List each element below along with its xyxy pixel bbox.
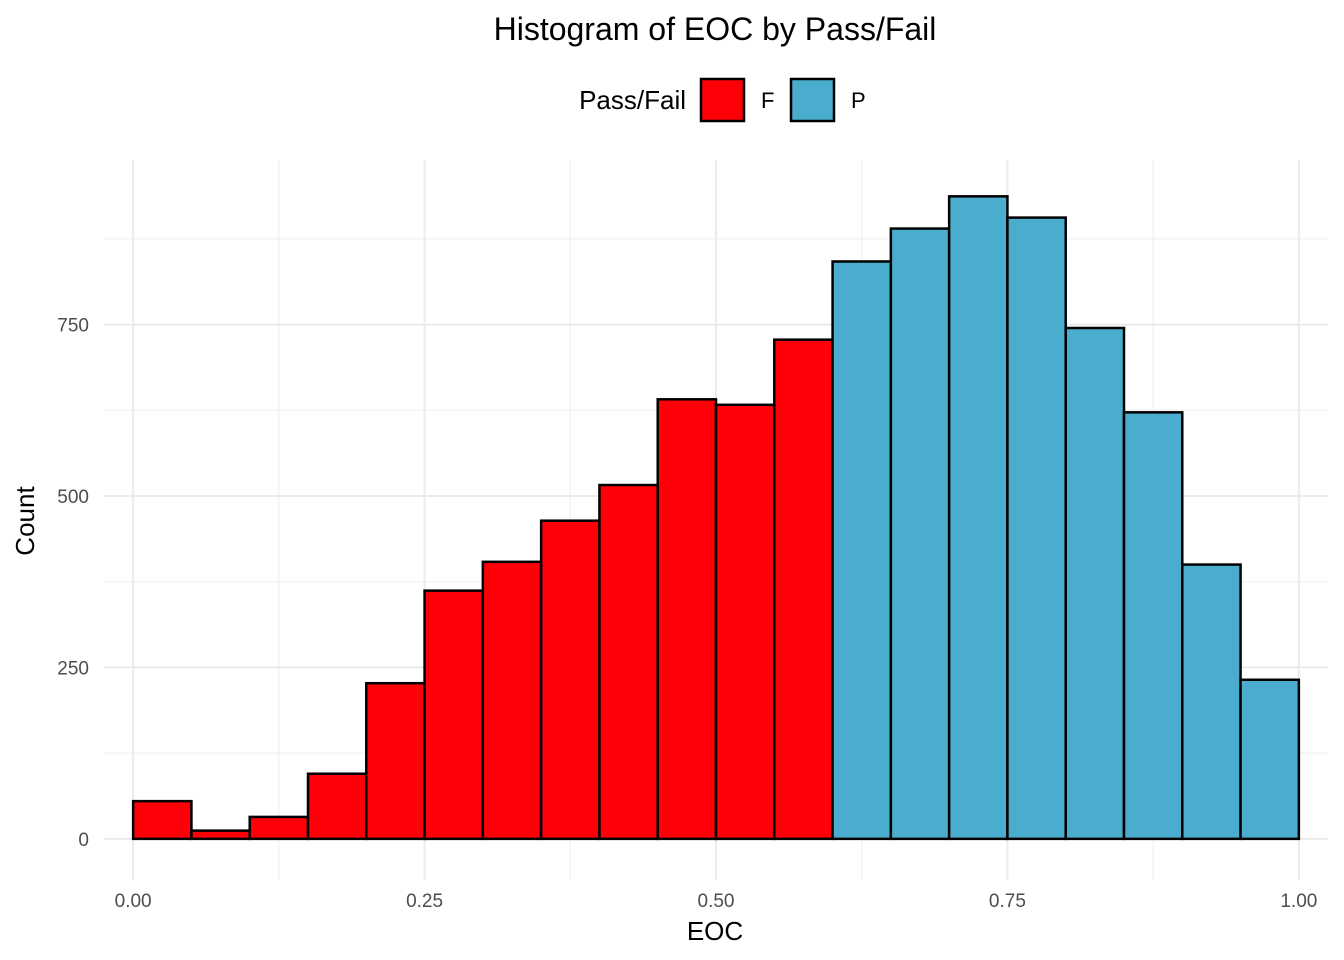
bar-F-1: [190, 829, 251, 841]
x-axis-title: EOC: [687, 916, 743, 946]
legend: Pass/Fail F P: [579, 77, 866, 123]
y-tick-label: 250: [57, 658, 89, 679]
bars: [131, 195, 1301, 841]
bar-F-6: [481, 560, 543, 841]
x-axis-ticks: 0.00 0.25 0.50 0.75 1.00: [115, 891, 1318, 912]
bar-P-3: [1006, 216, 1067, 841]
x-tick-label: 0.25: [406, 891, 443, 912]
bar-P-4: [1064, 326, 1126, 841]
bar-F-5: [423, 589, 485, 841]
bar-P-2: [947, 195, 1009, 841]
y-tick-label: 500: [57, 487, 89, 508]
bar-F-4: [365, 681, 426, 841]
y-axis-title: Count: [10, 486, 40, 556]
legend-label-F: F: [761, 88, 774, 113]
legend-label-P: P: [851, 88, 866, 113]
bar-P-5: [1122, 411, 1184, 841]
bar-F-7: [539, 519, 601, 841]
legend-key-F: [699, 77, 746, 123]
x-tick-label: 0.00: [115, 891, 152, 912]
bar-F-10: [714, 403, 776, 841]
bar-P-0: [831, 260, 893, 841]
y-tick-label: 750: [57, 316, 89, 337]
x-tick-label: 0.50: [698, 891, 735, 912]
bar-F-2: [248, 815, 310, 841]
x-tick-label: 1.00: [1280, 891, 1317, 912]
bar-F-8: [598, 483, 659, 841]
legend-title: Pass/Fail: [579, 85, 686, 115]
bar-F-3: [306, 772, 368, 841]
legend-key-P: [789, 77, 836, 123]
y-axis-ticks: 0 250 500 750: [57, 316, 89, 851]
bar-P-6: [1181, 563, 1242, 841]
x-tick-label: 0.75: [989, 891, 1026, 912]
bar-F-0: [131, 799, 193, 841]
bar-P-7: [1239, 678, 1301, 841]
bar-F-11: [773, 338, 834, 841]
chart-title: Histogram of EOC by Pass/Fail: [494, 11, 937, 47]
y-tick-label: 0: [78, 830, 89, 851]
bar-F-9: [656, 398, 718, 841]
bar-P-1: [889, 227, 951, 841]
